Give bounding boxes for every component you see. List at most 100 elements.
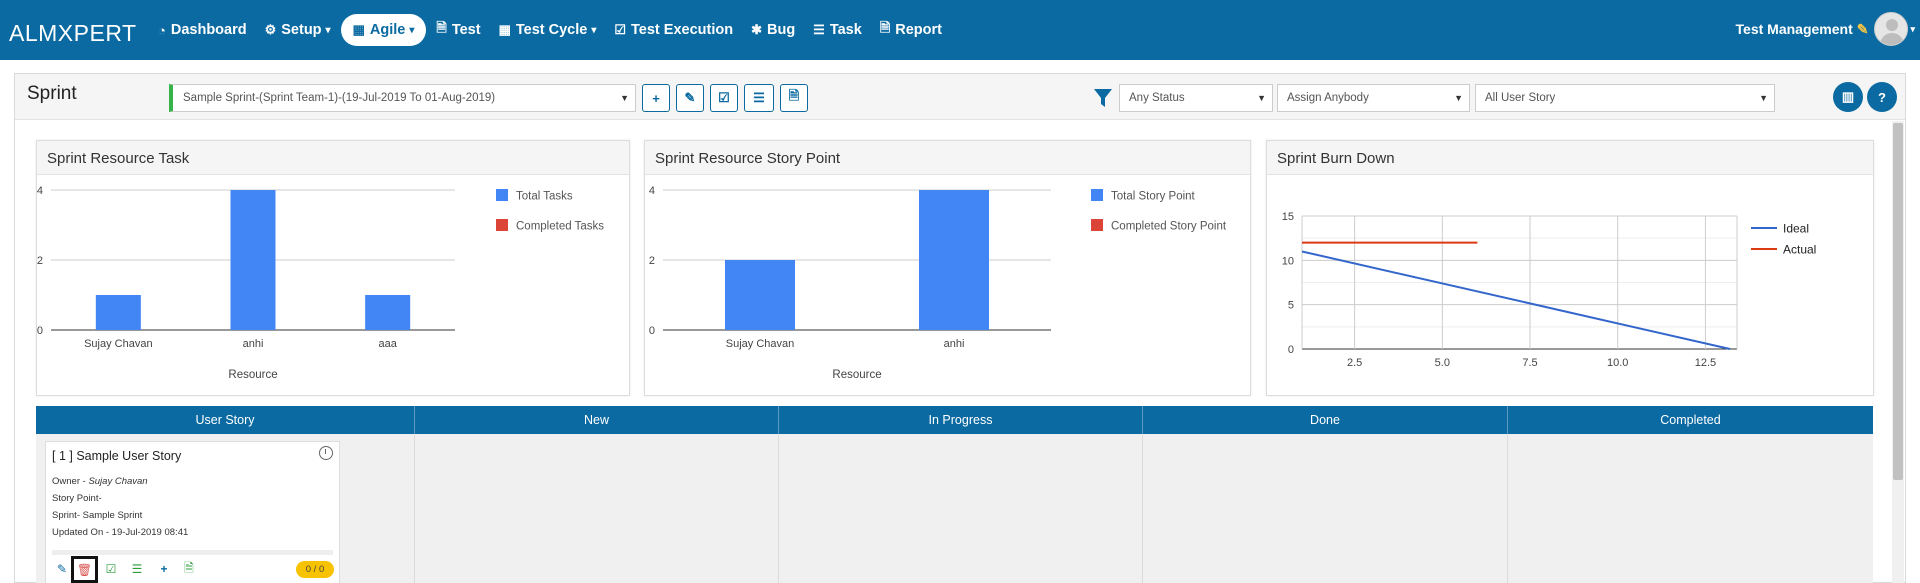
story-title: [ 1 ] Sample User Story — [52, 449, 182, 463]
page-title: Sprint — [27, 83, 77, 104]
column-new: New — [415, 406, 779, 434]
check-sprint-button[interactable]: ☑ — [710, 84, 738, 112]
y-tick-label: 2 — [37, 255, 43, 267]
scroll-thumb[interactable] — [1893, 123, 1903, 480]
edit-sprint-button[interactable]: ✎ — [676, 84, 704, 112]
scrollbar[interactable] — [1892, 121, 1904, 583]
edit-story-button[interactable]: ✎ — [52, 559, 72, 579]
cell-done[interactable] — [1143, 434, 1508, 583]
cell-in-progress[interactable] — [779, 434, 1143, 583]
cell-new[interactable] — [415, 434, 779, 583]
bar — [95, 295, 141, 330]
chevron-down-icon: ▾ — [1910, 23, 1915, 34]
column-user-story: User Story — [36, 406, 415, 434]
legend-swatch — [1091, 219, 1103, 231]
card-title: Sprint Resource Task — [37, 141, 629, 175]
list-icon: ☰ — [813, 22, 825, 37]
app-logo[interactable]: ALMXPERT — [9, 12, 137, 48]
legend-label: Actual — [1783, 243, 1816, 257]
nav-test-cycle[interactable]: ▦ Test Cycle ▾ — [498, 22, 597, 38]
check-square-icon: ☑ — [105, 562, 117, 576]
resource-task-card: Sprint Resource Task 0 2 4 Sujay Chavan anhi… — [36, 140, 630, 396]
nav-task[interactable]: ☰ Task — [813, 22, 862, 38]
legend-swatch — [496, 189, 508, 201]
file-icon: 🗎 — [788, 88, 800, 103]
logo-text: ALMXPERT — [9, 20, 137, 46]
nav-bug[interactable]: ✱ Bug — [751, 22, 796, 38]
column-completed: Completed — [1660, 413, 1721, 427]
x-tick-label: anhi — [944, 338, 965, 350]
story-owner: Owner - Sujay Chavan — [52, 476, 148, 487]
chevron-down-icon: ▼ — [620, 93, 629, 103]
check-story-button[interactable]: ☑ — [101, 559, 121, 579]
kanban-board: User Story New In Progress Done Complete… — [36, 406, 1873, 583]
y-tick-label: 10 — [1282, 255, 1294, 267]
story-point-card: Sprint Resource Story Point 0 2 4 Sujay Cha… — [644, 140, 1251, 396]
y-tick-label: 4 — [649, 185, 655, 197]
nav-test-execution[interactable]: ☑ Test Execution — [614, 22, 734, 38]
chevron-down-icon: ▾ — [409, 24, 415, 36]
clock-icon[interactable] — [319, 446, 333, 460]
story-point: Story Point- — [52, 493, 102, 504]
story-point-chart: 0 2 4 Sujay Chavan anhi Resource Total Story P… — [649, 185, 1227, 381]
nav-agile[interactable]: ▦ Agile ▾ — [340, 14, 427, 46]
chart-view-button[interactable]: ▥ — [1833, 82, 1863, 112]
x-tick-label: 2.5 — [1347, 357, 1362, 369]
avatar[interactable] — [1874, 12, 1909, 46]
story-filter-select[interactable]: All User Story ▼ — [1475, 84, 1775, 112]
delete-story-button[interactable]: 🗑 — [71, 556, 98, 583]
cell-user-story — [36, 434, 415, 583]
chevron-down-icon: ▼ — [1759, 93, 1768, 103]
x-tick-label: Sujay Chavan — [726, 338, 795, 350]
x-tick-label: anhi — [243, 338, 264, 350]
x-tick-label: 5.0 — [1435, 357, 1450, 369]
bar — [919, 190, 989, 330]
nav-test[interactable]: 🗎 Test — [428, 14, 488, 46]
task-count-badge: 0 / 0 — [296, 561, 334, 578]
legend-label: Completed Tasks — [516, 221, 604, 233]
y-tick-label: 0 — [1288, 344, 1294, 356]
file-icon: 🗎 — [184, 560, 194, 575]
nav-report[interactable]: 🗎 Report — [872, 14, 950, 46]
nav-setup[interactable]: ⚙ Setup ▾ — [264, 22, 331, 38]
x-axis-label: Resource — [228, 369, 277, 381]
file-icon: 🗎 — [879, 20, 891, 35]
bar-chart-icon: ▥ — [1841, 89, 1855, 104]
file-button[interactable]: 🗎 — [780, 84, 808, 112]
kanban-body — [36, 434, 1873, 583]
legend-swatch — [496, 219, 508, 231]
y-tick-label: 0 — [37, 325, 43, 337]
help-button[interactable]: ? — [1867, 82, 1897, 112]
table-icon: ▦ — [498, 22, 511, 37]
cell-completed[interactable] — [1508, 434, 1873, 583]
add-sprint-button[interactable]: + — [642, 84, 670, 112]
cogs-icon: ⚙ — [264, 22, 277, 37]
check-square-icon: ☑ — [614, 22, 627, 37]
user-story-card[interactable]: [ 1 ] Sample User Story Owner - Sujay Ch… — [45, 441, 340, 583]
story-updated: Updated On - 19-Jul-2019 08:41 — [52, 527, 189, 538]
document-button[interactable]: 🗎 — [179, 559, 199, 579]
list-view-button[interactable]: ☰ — [744, 84, 774, 112]
sprint-select[interactable]: Sample Sprint-(Sprint Team-1)-(19-Jul-20… — [169, 84, 636, 112]
task-list-button[interactable]: ☰ — [127, 559, 147, 579]
status-filter-select[interactable]: Any Status ▼ — [1119, 84, 1273, 112]
divider — [52, 550, 333, 555]
bar — [230, 190, 276, 330]
filter-icon[interactable] — [1093, 87, 1113, 109]
pencil-icon[interactable]: ✎ — [1856, 20, 1869, 37]
column-in-progress: In Progress — [779, 406, 1143, 434]
add-task-button[interactable]: + — [154, 559, 174, 579]
user-menu[interactable]: Test Management ✎ ▾ — [1736, 12, 1915, 46]
burn-down-chart: 0 5 10 15 2.5 5.0 7.5 10.0 12.5 Ideal Actual — [1282, 211, 1817, 369]
y-tick-label: 5 — [1288, 300, 1294, 312]
legend-label: Total Story Point — [1111, 191, 1196, 203]
card-title: Sprint Burn Down — [1267, 141, 1873, 175]
x-tick-label: 10.0 — [1607, 357, 1628, 369]
bug-icon: ✱ — [751, 22, 762, 37]
assign-filter-select[interactable]: Assign Anybody ▼ — [1277, 84, 1470, 112]
x-tick-label: Sujay Chavan — [84, 338, 153, 350]
check-square-icon: ☑ — [718, 90, 730, 105]
y-tick-label: 0 — [649, 325, 655, 337]
nav-dashboard[interactable]: ◔ Dashboard — [158, 22, 247, 38]
x-axis-label: Resource — [832, 369, 881, 381]
